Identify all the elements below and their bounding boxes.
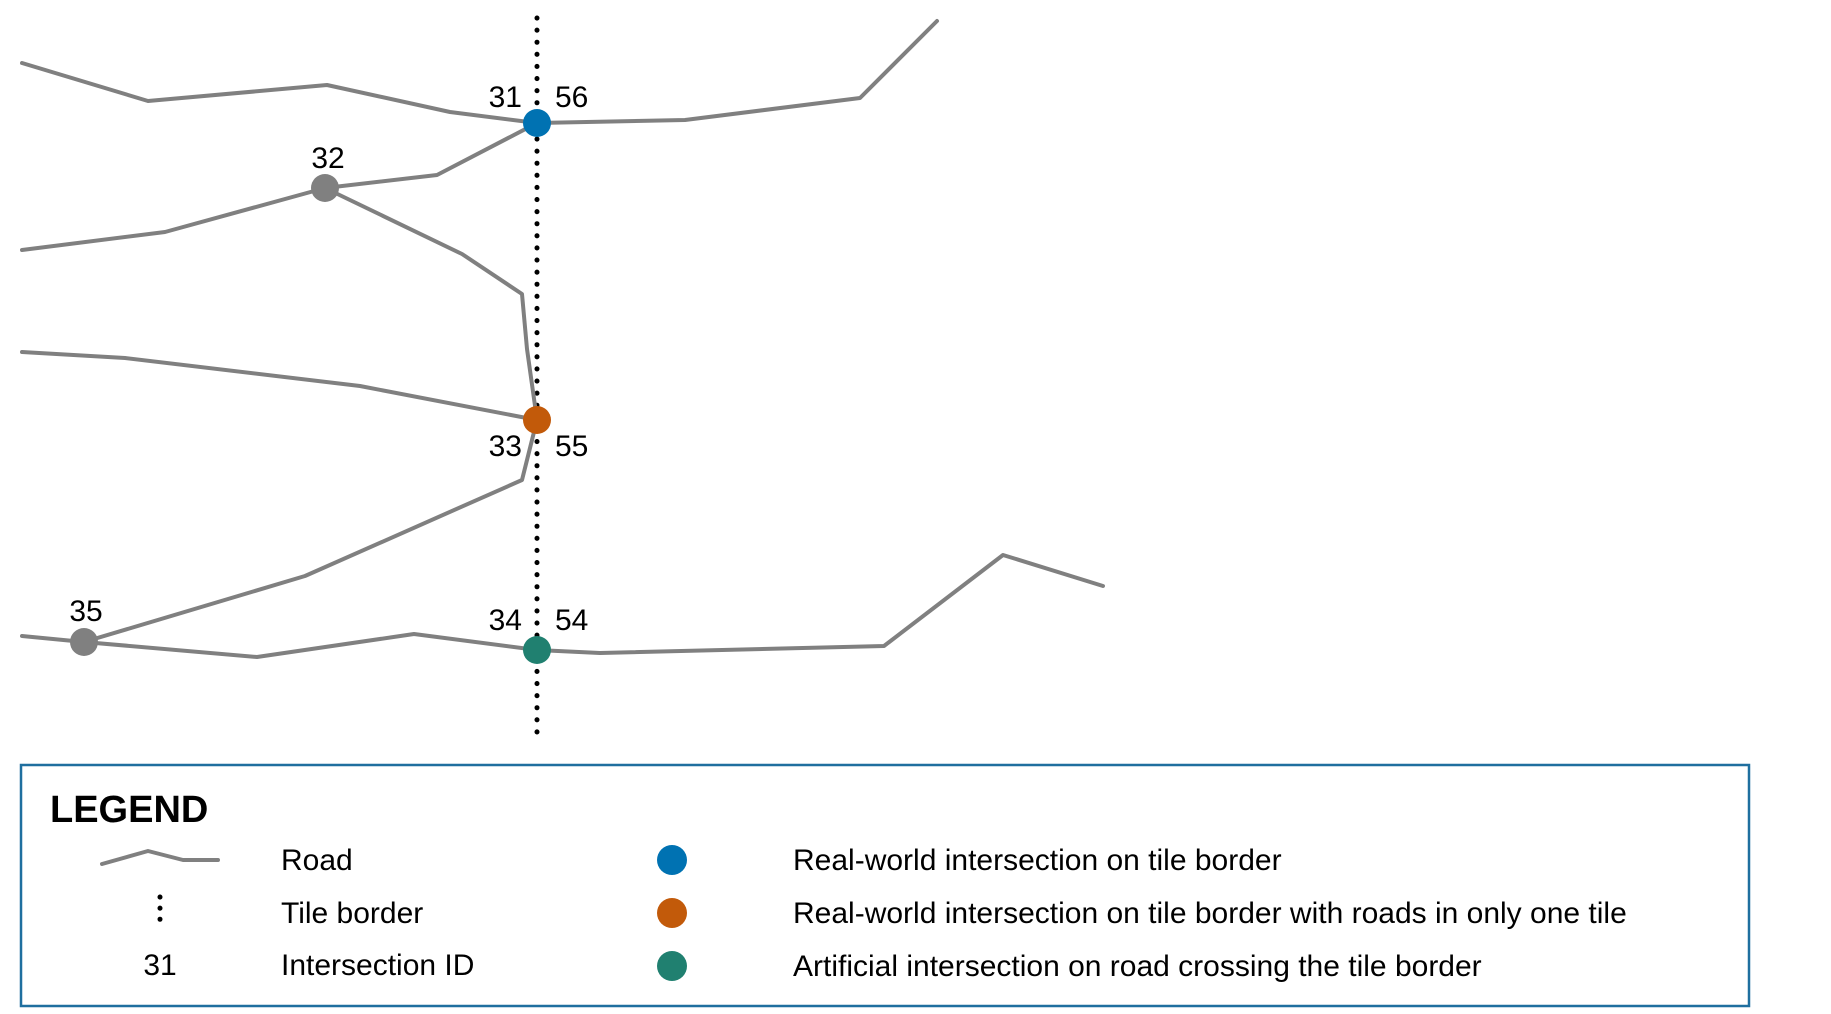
label-54: 54: [555, 604, 588, 637]
label-35: 35: [69, 595, 102, 628]
legend-green-label: Artificial intersection on road crossing…: [793, 950, 1482, 983]
road-middle: [20, 350, 539, 422]
legend-green-dot: [657, 951, 687, 981]
label-34: 34: [489, 604, 522, 637]
road-top: [20, 19, 939, 125]
legend-title: LEGEND: [50, 789, 208, 831]
legend-frame: [19, 763, 1751, 1008]
legend-id-label: Intersection ID: [281, 949, 474, 982]
intersection-32: [311, 174, 339, 202]
road-upper-branch: [20, 121, 539, 252]
label-32: 32: [311, 142, 344, 175]
legend-id-sample: 31: [143, 949, 176, 982]
intersection-33-55: [523, 406, 551, 434]
legend-blue-label: Real-world intersection on tile border: [793, 844, 1282, 877]
road-lower-diagonal: [82, 418, 539, 644]
roads: [20, 19, 1105, 659]
legend-road-label: Road: [281, 844, 353, 877]
legend-orange-label: Real-world intersection on tile border w…: [793, 897, 1627, 930]
legend: LEGEND Road Tile border 31 Intersection …: [19, 763, 1751, 1008]
intersection-35: [70, 628, 98, 656]
intersection-labels: 31 56 32 33 55 34 54 35: [69, 81, 588, 637]
label-33: 33: [489, 430, 522, 463]
label-55: 55: [555, 430, 588, 463]
road-legend-symbol: [100, 849, 220, 866]
label-56: 56: [555, 81, 588, 114]
label-31: 31: [489, 81, 522, 114]
intersections: [70, 109, 551, 664]
legend-orange-dot: [657, 898, 687, 928]
road-upper-diagonal: [323, 186, 539, 422]
legend-blue-dot: [657, 845, 687, 875]
legend-tile-border-label: Tile border: [281, 897, 423, 930]
intersection-31-56: [523, 109, 551, 137]
intersection-34-54: [523, 636, 551, 664]
